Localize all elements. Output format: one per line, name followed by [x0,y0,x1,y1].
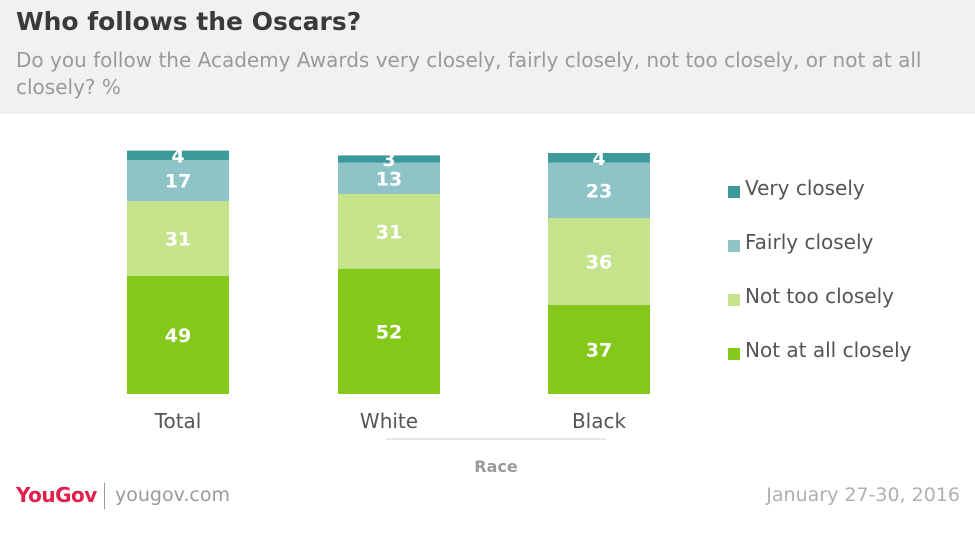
category-label-black: Black [572,409,627,433]
data-label-black-not-at-all-closely: 37 [586,339,612,361]
data-label-total-very-closely: 4 [171,145,184,167]
data-label-black-very-closely: 4 [592,148,605,170]
legend-label: Very closely [745,176,865,200]
data-label-white-very-closely: 3 [382,149,395,171]
bar-black-not-too-closely [548,218,650,305]
category-label-total: Total [154,409,202,433]
legend-label: Not too closely [745,284,894,308]
bar-black-not-at-all-closely [548,304,650,394]
group-label-race: Race [474,457,518,476]
data-label-total-not-at-all-closely: 49 [165,325,191,347]
bar-total-not-too-closely [127,201,229,276]
chart-header: Who follows the Oscars? Do you follow th… [0,0,975,114]
legend-swatch [728,348,740,360]
legend-swatch [728,240,740,252]
stacked-bar-chart: 49 31 17 4 Total 52 31 133 White 37 36 23 4 Black Race [127,145,650,476]
bar-white-very-closely [338,155,440,163]
legend-label: Not at all closely [745,338,912,362]
chart-subtitle: Do you follow the Academy Awards very cl… [16,48,922,99]
data-label-black-not-too-closely: 36 [586,251,612,273]
bar-black-very-closely [548,153,650,163]
bar-total-not-at-all-closely [127,275,229,394]
legend-swatch [728,186,740,198]
data-label-white-fairly-closely: 13 [376,168,402,190]
footer-divider [104,483,105,509]
data-label-total-fairly-closely: 17 [165,171,191,193]
yougov-logo: YouGov [16,483,97,507]
data-label-white-not-at-all-closely: 52 [376,321,402,343]
footer-site: yougov.com [115,484,230,506]
footer-date: January 27-30, 2016 [766,484,960,506]
bar-black-fairly-closely [548,162,650,219]
bar-white-fairly-closely [338,162,440,194]
data-label-total-not-too-closely: 31 [165,229,191,251]
bar-total-very-closely [127,150,229,161]
bar-white-not-at-all-closely [338,268,440,394]
data-label-white-not-too-closely: 31 [376,221,402,243]
chart-title: Who follows the Oscars? [16,7,362,36]
legend-swatch [728,294,740,306]
legend-label: Fairly closely [745,230,874,254]
category-label-white: White [360,409,418,433]
bar-total-fairly-closely [127,160,229,202]
data-label-black-fairly-closely: 23 [586,180,612,202]
bar-white-not-too-closely [338,193,440,269]
